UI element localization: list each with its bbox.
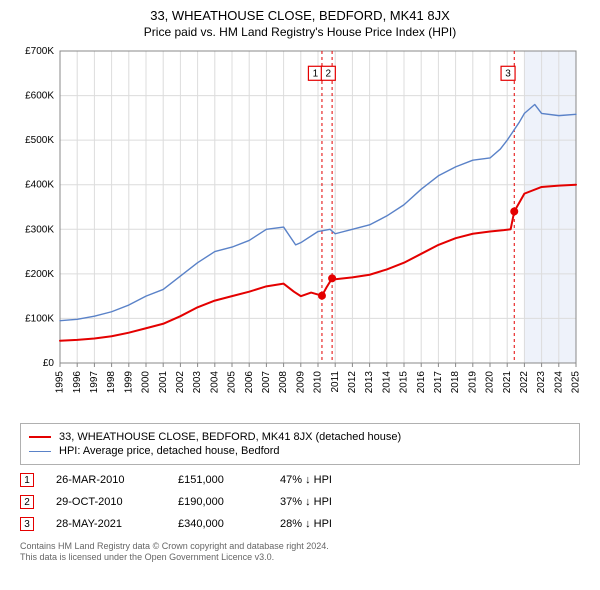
x-tick-label: 2013 [364,371,375,394]
x-tick-label: 2020 [485,371,496,394]
transaction-vs-hpi: 37% ↓ HPI [280,496,360,508]
x-tick-label: 2017 [433,371,444,394]
y-tick-label: £700K [25,46,54,57]
x-tick-label: 1997 [89,371,100,394]
transaction-row: 2 29-OCT-2010 £190,000 37% ↓ HPI [20,491,580,513]
x-tick-label: 2016 [416,371,427,394]
x-tick-label: 1998 [106,371,117,394]
y-tick-label: £600K [25,91,54,102]
x-tick-label: 2023 [536,371,547,394]
x-tick-label: 2011 [330,371,341,393]
x-tick-label: 2005 [227,371,238,394]
future-band [524,51,576,363]
x-tick-label: 2001 [158,371,169,394]
y-tick-label: £0 [43,358,55,369]
x-tick-label: 2000 [141,371,152,394]
legend-swatch [29,451,51,452]
sale-point [511,208,518,215]
sale-point [318,292,325,299]
transaction-price: £340,000 [178,518,258,530]
legend-label: 33, WHEATHOUSE CLOSE, BEDFORD, MK41 8JX … [59,431,401,443]
x-tick-label: 1996 [72,371,83,394]
subtitle: Price paid vs. HM Land Registry's House … [12,25,588,39]
x-tick-label: 2019 [467,371,478,394]
transaction-row: 3 28-MAY-2021 £340,000 28% ↓ HPI [20,513,580,535]
legend-swatch [29,436,51,438]
x-tick-label: 2021 [502,371,513,394]
marker-id: 3 [505,68,511,79]
x-tick-label: 2002 [175,371,186,394]
x-tick-label: 2025 [571,371,582,394]
transaction-row: 1 26-MAR-2010 £151,000 47% ↓ HPI [20,469,580,491]
transaction-price: £151,000 [178,474,258,486]
transaction-id-box: 3 [20,517,34,531]
x-tick-label: 2007 [261,371,272,394]
y-tick-label: £500K [25,135,54,146]
x-tick-label: 2003 [192,371,203,394]
transactions-table: 1 26-MAR-2010 £151,000 47% ↓ HPI 2 29-OCT-201… [20,469,580,535]
transaction-date: 29-OCT-2010 [56,496,156,508]
x-tick-label: 1995 [55,371,66,394]
marker-id: 2 [326,68,332,79]
marker-id: 1 [313,68,319,79]
x-tick-label: 1999 [123,371,134,394]
x-tick-label: 2014 [381,371,392,394]
footnote-line: This data is licensed under the Open Gov… [20,552,580,563]
x-tick-label: 2024 [553,371,564,394]
transaction-id-box: 1 [20,473,34,487]
y-tick-label: £300K [25,224,54,235]
x-tick-label: 2008 [278,371,289,394]
x-tick-label: 2015 [399,371,410,394]
y-tick-label: £400K [25,180,54,191]
y-tick-label: £200K [25,269,54,280]
legend-row: 33, WHEATHOUSE CLOSE, BEDFORD, MK41 8JX … [29,430,571,444]
chart-svg: £0 £100K £200K £300K £400K £500K £600K £700K 199… [12,45,588,415]
footnote: Contains HM Land Registry data © Crown c… [20,541,580,564]
price-chart: £0 £100K £200K £300K £400K £500K £600K £700K 199… [12,45,588,415]
sale-point [329,275,336,282]
transaction-id-box: 2 [20,495,34,509]
transaction-vs-hpi: 28% ↓ HPI [280,518,360,530]
legend: 33, WHEATHOUSE CLOSE, BEDFORD, MK41 8JX … [20,423,580,465]
x-tick-label: 2010 [313,371,324,394]
footnote-line: Contains HM Land Registry data © Crown c… [20,541,580,552]
x-tick-label: 2012 [347,371,358,394]
x-tick-label: 2009 [295,371,306,394]
title: 33, WHEATHOUSE CLOSE, BEDFORD, MK41 8JX [12,8,588,23]
transaction-price: £190,000 [178,496,258,508]
price-chart-card: 33, WHEATHOUSE CLOSE, BEDFORD, MK41 8JX … [0,0,600,590]
legend-label: HPI: Average price, detached house, Bedf… [59,445,280,457]
transaction-date: 26-MAR-2010 [56,474,156,486]
x-tick-label: 2006 [244,371,255,394]
y-tick-label: £100K [25,313,54,324]
x-tick-label: 2018 [450,371,461,394]
legend-row: HPI: Average price, detached house, Bedf… [29,444,571,458]
transaction-vs-hpi: 47% ↓ HPI [280,474,360,486]
x-tick-label: 2004 [209,371,220,394]
transaction-date: 28-MAY-2021 [56,518,156,530]
x-tick-label: 2022 [519,371,530,394]
